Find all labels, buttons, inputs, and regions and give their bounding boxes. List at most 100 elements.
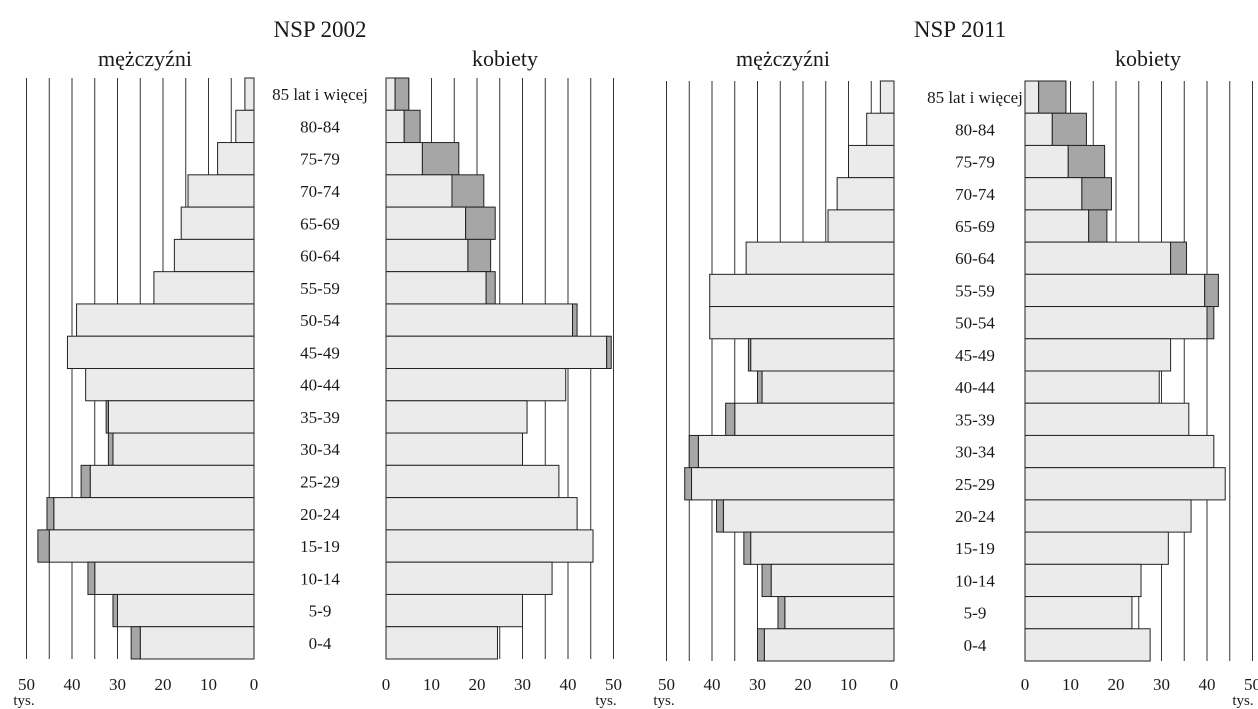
bar-right bbox=[1024, 596, 1133, 630]
tick-label: 0 bbox=[1021, 675, 1030, 694]
tick-label: 10 bbox=[1062, 675, 1079, 694]
tick-label: 30 bbox=[514, 675, 531, 694]
bar-right bbox=[385, 561, 553, 595]
tick-label: 40 bbox=[64, 675, 81, 694]
bar-right bbox=[385, 400, 528, 434]
bar-right bbox=[1024, 402, 1190, 436]
age-group-label: 25-29 bbox=[300, 472, 340, 491]
bar-left bbox=[94, 561, 255, 595]
bar-left bbox=[235, 109, 255, 144]
bar-left bbox=[130, 626, 141, 660]
bar-right bbox=[1206, 306, 1215, 340]
bar-right bbox=[385, 77, 396, 111]
bar-right bbox=[385, 303, 574, 337]
bar-left bbox=[691, 467, 895, 501]
age-group-label: 30-34 bbox=[955, 443, 995, 462]
bar-right bbox=[421, 142, 460, 176]
bar-right bbox=[385, 626, 498, 660]
bar-left bbox=[112, 432, 255, 466]
bar-right bbox=[385, 368, 567, 402]
age-group-label: 55-59 bbox=[955, 281, 995, 300]
age-group-labels: 85 lat i więcej 80-84 75-79 70-74 65-69 60-64… bbox=[272, 85, 368, 653]
bars bbox=[684, 80, 1226, 662]
bar-left bbox=[784, 596, 895, 630]
age-group-label: 60-64 bbox=[300, 247, 340, 266]
age-group-label: 70-74 bbox=[300, 182, 340, 201]
bar-left bbox=[48, 529, 255, 563]
bar-right bbox=[1024, 467, 1226, 501]
bar-right bbox=[1081, 177, 1112, 211]
bar-left bbox=[80, 464, 91, 499]
bar-right bbox=[385, 238, 469, 273]
bar-left bbox=[117, 593, 255, 628]
bar-left bbox=[46, 497, 55, 531]
tick-label: 30 bbox=[1153, 675, 1170, 694]
age-group-label: 35-39 bbox=[955, 410, 995, 429]
bar-right bbox=[465, 206, 496, 240]
age-group-label: 15-19 bbox=[955, 539, 995, 558]
bar-left bbox=[107, 432, 114, 466]
bar-left bbox=[187, 174, 255, 208]
age-group-label: 75-79 bbox=[300, 150, 340, 169]
bar-right bbox=[1024, 112, 1053, 146]
age-group-label: 10-14 bbox=[955, 571, 995, 590]
left-axis-unit: tys. bbox=[13, 693, 34, 709]
bar-right bbox=[385, 432, 523, 466]
age-group-label: 85 lat i więcej bbox=[272, 85, 368, 104]
age-group-label: 65-69 bbox=[955, 217, 995, 236]
right-axis-unit: tys. bbox=[1232, 693, 1253, 709]
age-group-label: 65-69 bbox=[300, 214, 340, 233]
bar-right bbox=[394, 77, 410, 111]
bar-left bbox=[76, 303, 255, 337]
age-group-label: 45-49 bbox=[955, 346, 995, 365]
left-side-label: mężczyźni bbox=[98, 46, 192, 71]
tick-label: 50 bbox=[1244, 675, 1258, 694]
tick-label: 20 bbox=[155, 675, 172, 694]
tick-label: 0 bbox=[890, 675, 899, 694]
bar-right bbox=[385, 464, 560, 499]
bar-left bbox=[734, 402, 895, 436]
bar-left bbox=[709, 273, 895, 308]
bar-right bbox=[606, 335, 612, 370]
bar-left bbox=[37, 529, 50, 563]
bar-left bbox=[244, 77, 255, 111]
bar-left bbox=[716, 499, 724, 533]
bar-right bbox=[1024, 241, 1172, 275]
bar-left bbox=[217, 142, 255, 176]
age-group-label: 50-54 bbox=[300, 311, 340, 330]
tick-label: 40 bbox=[704, 675, 721, 694]
age-group-label: 5-9 bbox=[309, 602, 332, 621]
bar-left bbox=[827, 209, 895, 243]
bar-right bbox=[403, 109, 421, 144]
bar-right bbox=[1024, 370, 1160, 404]
tick-label: 10 bbox=[200, 675, 217, 694]
right-axis-unit: tys. bbox=[595, 693, 616, 709]
bar-left bbox=[173, 238, 255, 273]
bar-right bbox=[1024, 306, 1208, 340]
bar-left bbox=[112, 593, 118, 628]
bar-right bbox=[1024, 338, 1172, 372]
age-group-label: 20-24 bbox=[955, 507, 995, 526]
bar-right bbox=[1024, 80, 1040, 114]
tick-label: 20 bbox=[795, 675, 812, 694]
bar-right bbox=[385, 271, 487, 305]
age-group-label: 15-19 bbox=[300, 537, 340, 556]
age-group-label: 80-84 bbox=[955, 120, 995, 139]
bar-right bbox=[1024, 628, 1151, 662]
age-group-label: 60-64 bbox=[955, 249, 995, 268]
age-group-label: 55-59 bbox=[300, 279, 340, 298]
bar-left bbox=[750, 531, 895, 565]
bar-right bbox=[385, 206, 467, 240]
bar-left bbox=[53, 497, 255, 531]
bar-right bbox=[1088, 209, 1108, 243]
bar-left bbox=[684, 467, 693, 501]
bar-left bbox=[87, 561, 96, 595]
bar-left bbox=[697, 434, 895, 469]
tick-label: 10 bbox=[423, 675, 440, 694]
bar-right bbox=[385, 109, 405, 144]
bar-right bbox=[1024, 531, 1169, 565]
age-group-label: 85 lat i więcej bbox=[927, 88, 1023, 107]
tick-label: 0 bbox=[382, 675, 391, 694]
bar-right bbox=[1024, 499, 1192, 533]
right-side-label: kobiety bbox=[472, 46, 538, 71]
